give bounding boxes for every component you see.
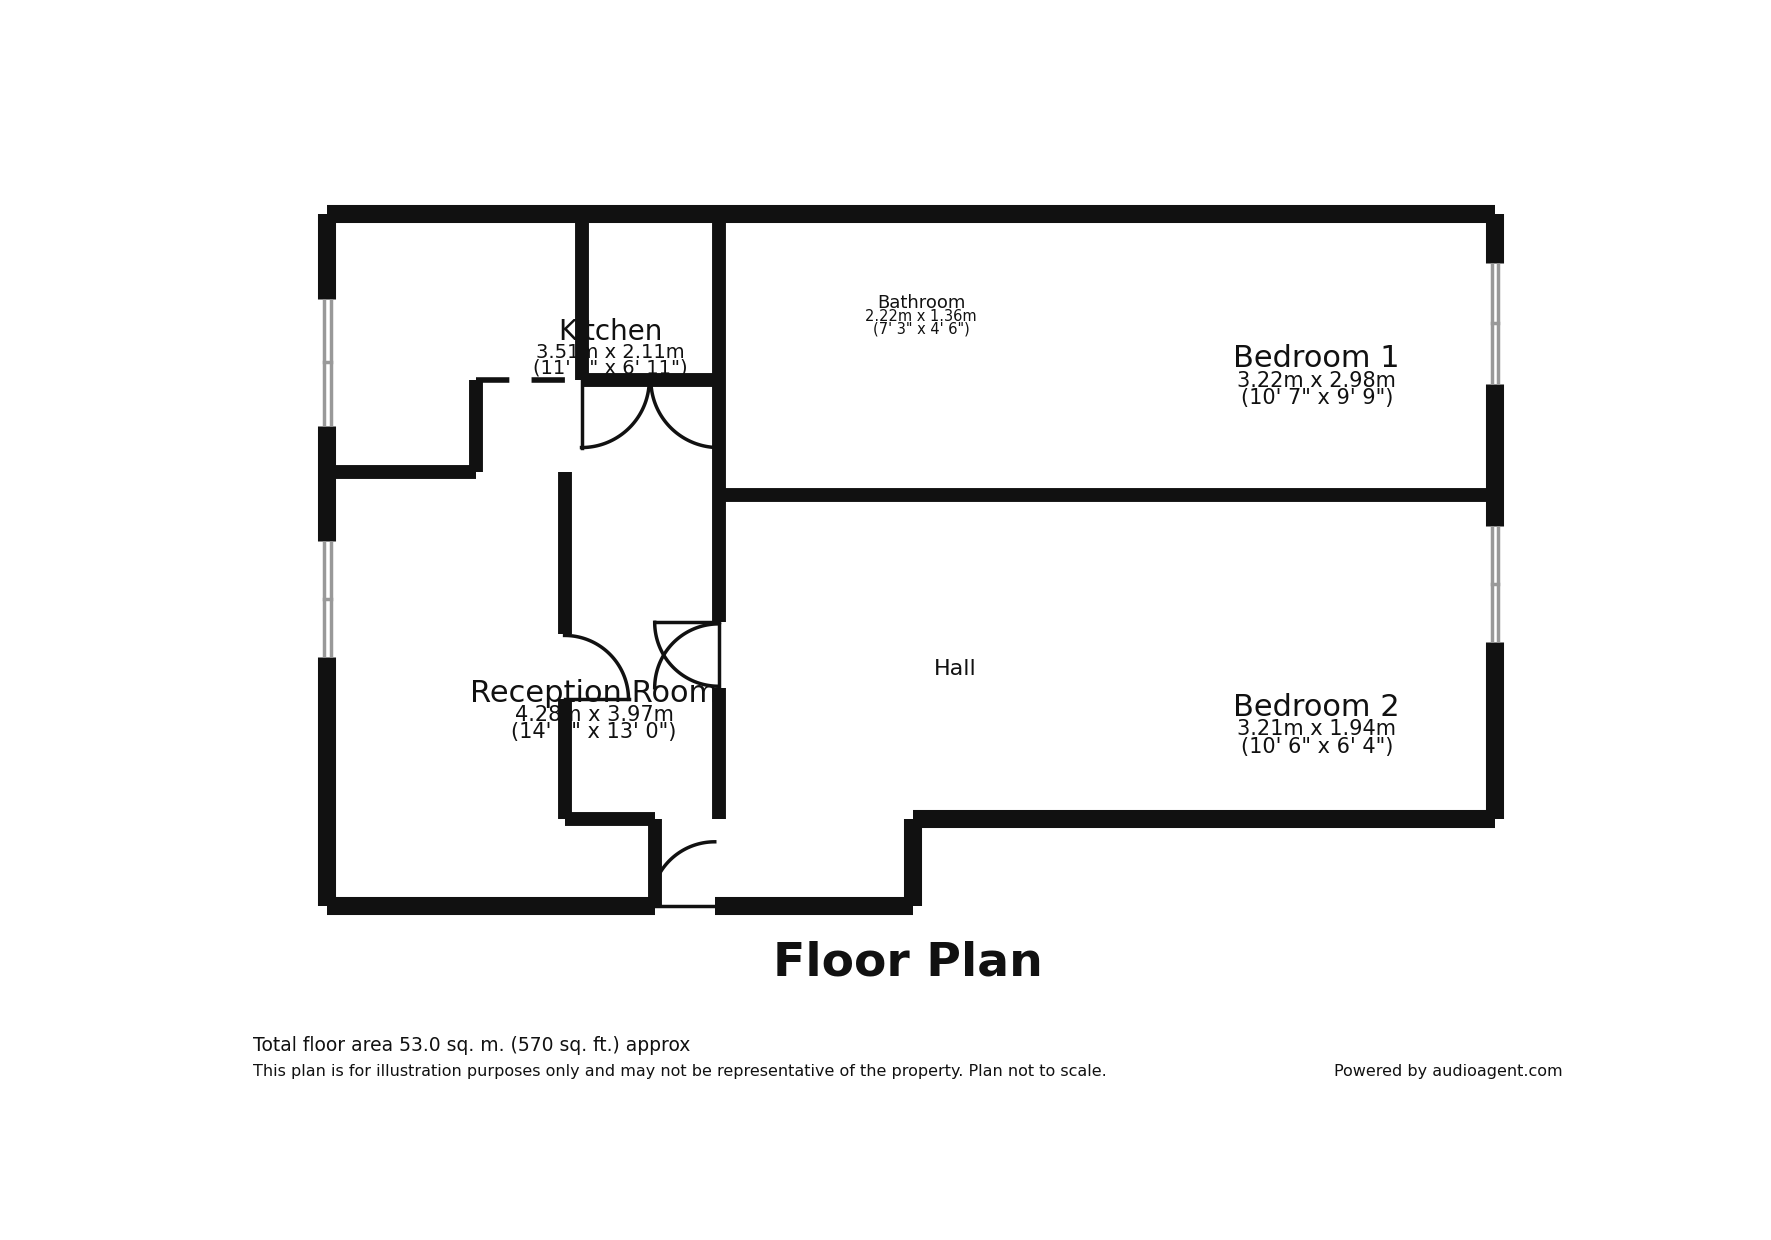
Text: (7' 3" x 4' 6"): (7' 3" x 4' 6") bbox=[873, 321, 971, 336]
Text: Bedroom 1: Bedroom 1 bbox=[1233, 345, 1401, 373]
Text: Total floor area 53.0 sq. m. (570 sq. ft.) approx: Total floor area 53.0 sq. m. (570 sq. ft… bbox=[253, 1037, 691, 1055]
Text: (14' 0" x 13' 0"): (14' 0" x 13' 0") bbox=[512, 723, 677, 743]
Text: Powered by audioagent.com: Powered by audioagent.com bbox=[1334, 1064, 1562, 1079]
Text: Reception Room: Reception Room bbox=[469, 678, 717, 708]
Text: 3.21m x 1.94m: 3.21m x 1.94m bbox=[1238, 719, 1396, 739]
Text: 2.22m x 1.36m: 2.22m x 1.36m bbox=[866, 309, 978, 324]
Text: (11' 6" x 6' 11"): (11' 6" x 6' 11") bbox=[533, 358, 687, 378]
Text: This plan is for illustration purposes only and may not be representative of the: This plan is for illustration purposes o… bbox=[253, 1064, 1107, 1079]
Text: Bathroom: Bathroom bbox=[877, 294, 965, 312]
Text: Floor Plan: Floor Plan bbox=[772, 941, 1043, 986]
Text: Hall: Hall bbox=[933, 660, 978, 680]
Text: Kitchen: Kitchen bbox=[558, 319, 662, 346]
Text: 3.22m x 2.98m: 3.22m x 2.98m bbox=[1238, 371, 1396, 391]
Text: 3.51m x 2.11m: 3.51m x 2.11m bbox=[537, 342, 685, 362]
Text: (10' 7" x 9' 9"): (10' 7" x 9' 9") bbox=[1240, 388, 1394, 408]
Text: 4.28m x 3.97m: 4.28m x 3.97m bbox=[515, 706, 673, 725]
Text: Bedroom 2: Bedroom 2 bbox=[1233, 693, 1401, 722]
Text: (10' 6" x 6' 4"): (10' 6" x 6' 4") bbox=[1240, 737, 1394, 756]
